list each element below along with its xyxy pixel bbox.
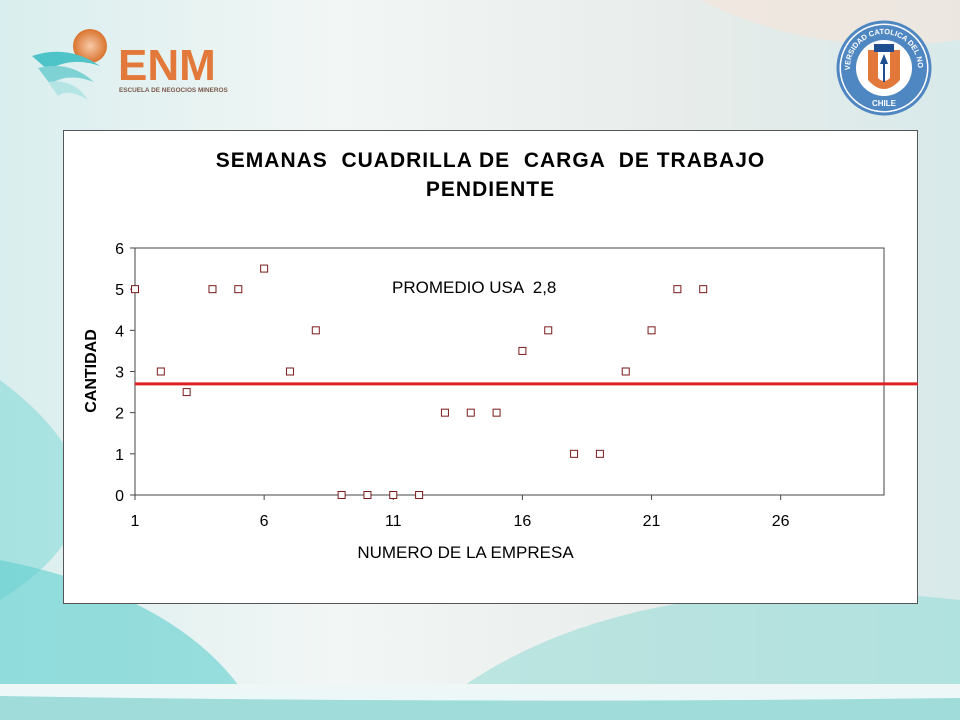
x-tick-label: 21 <box>643 513 661 530</box>
data-point <box>467 409 474 416</box>
data-point <box>493 409 500 416</box>
average-annotation: PROMEDIO USA 2,8 <box>392 278 556 298</box>
data-point <box>261 265 268 272</box>
data-point <box>519 347 526 354</box>
x-tick-label: 6 <box>260 513 269 530</box>
x-tick-label: 11 <box>385 513 402 530</box>
y-axis-label: CANTIDAD <box>83 329 101 413</box>
y-tick-label: 3 <box>115 365 124 382</box>
x-axis-label: NUMERO DE LA EMPRESA <box>63 543 918 563</box>
data-point <box>622 368 629 375</box>
data-point <box>390 492 397 499</box>
chart-title-line-2: PENDIENTE <box>63 175 918 204</box>
y-tick-label: 1 <box>115 447 124 464</box>
data-point <box>132 286 139 293</box>
data-point <box>596 450 603 457</box>
data-point <box>364 492 371 499</box>
x-tick-label: 16 <box>514 513 532 530</box>
x-tick-label: 1 <box>131 513 140 530</box>
data-point <box>286 368 293 375</box>
chart-title-line-1: SEMANAS CUADRILLA DE CARGA DE TRABAJO <box>63 146 918 175</box>
data-point <box>441 409 448 416</box>
data-point <box>545 327 552 334</box>
y-tick-label: 5 <box>115 282 124 299</box>
y-tick-label: 2 <box>115 406 124 423</box>
data-point <box>312 327 319 334</box>
data-point <box>648 327 655 334</box>
data-point <box>571 450 578 457</box>
data-point <box>235 286 242 293</box>
data-point <box>416 492 423 499</box>
x-tick-label: 26 <box>772 513 790 530</box>
data-point <box>157 368 164 375</box>
data-point <box>700 286 707 293</box>
y-tick-label: 6 <box>115 241 124 258</box>
y-tick-label: 4 <box>115 323 124 340</box>
data-point <box>674 286 681 293</box>
bottom-band <box>0 684 960 720</box>
data-point <box>209 286 216 293</box>
y-tick-label: 0 <box>115 488 124 505</box>
chart-title: SEMANAS CUADRILLA DE CARGA DE TRABAJO PE… <box>63 146 918 204</box>
data-point <box>338 492 345 499</box>
data-point <box>183 389 190 396</box>
